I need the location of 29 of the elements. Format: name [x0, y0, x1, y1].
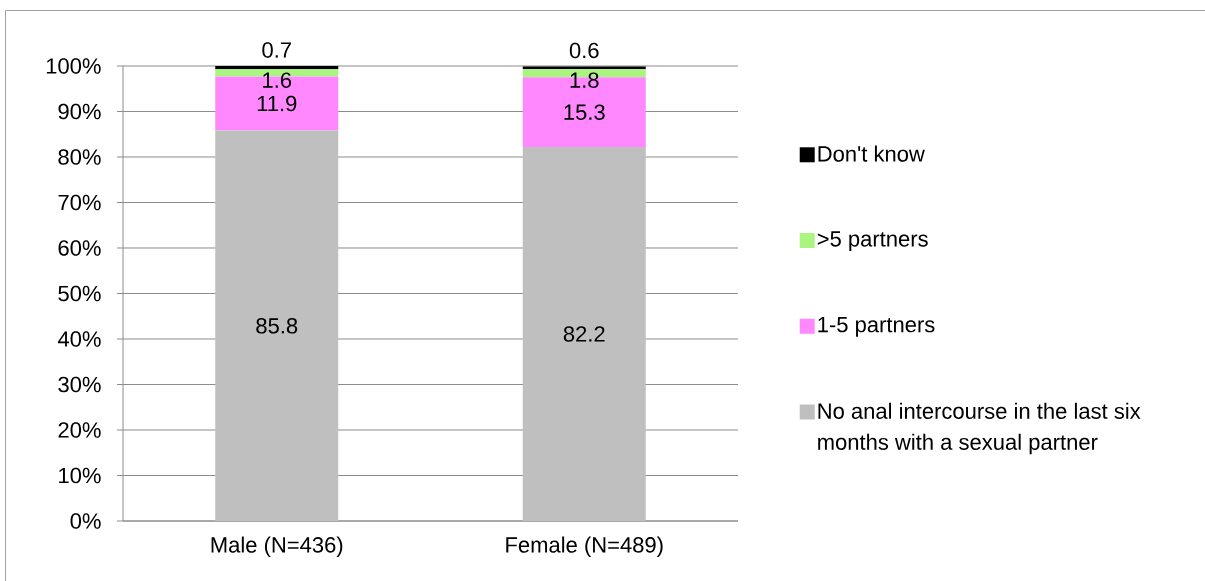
- legend-label: >5 partners: [817, 231, 928, 251]
- legend-label: 1-5 partners: [818, 317, 935, 337]
- legend-label: No anal intercourse in the last six months with a sexual partner: [818, 402, 1141, 455]
- y-tick-label: 30%: [58, 376, 101, 393]
- y-tick-label: 80%: [58, 149, 101, 165]
- bar: [215, 66, 339, 70]
- bar: [215, 130, 339, 521]
- x-tick-label: Female (N=489): [506, 536, 663, 558]
- data-label: 82.2: [563, 326, 605, 342]
- data-label: 1.6: [263, 72, 292, 88]
- y-tick-label: 90%: [58, 103, 101, 120]
- data-label: 0.7: [262, 42, 291, 58]
- data-label: 1.8: [570, 72, 599, 88]
- y-tick-label: 60%: [58, 240, 101, 256]
- bar: [522, 146, 646, 521]
- legend-label: Don't know: [818, 145, 925, 162]
- y-tick-label: 40%: [57, 331, 101, 347]
- data-label: 11.9: [257, 95, 297, 112]
- data-label: 85.8: [256, 318, 298, 334]
- y-tick-label: 100%: [46, 58, 101, 74]
- bar: [522, 66, 646, 70]
- y-tick-label: 70%: [58, 194, 101, 211]
- data-label: 0.6: [569, 42, 599, 59]
- x-tick-label: Male (N=436): [211, 536, 343, 558]
- y-tick-label: 20%: [58, 422, 101, 438]
- y-tick-label: 50%: [58, 285, 101, 302]
- y-tick-label: 0%: [70, 513, 101, 529]
- y-tick-label: 10%: [59, 467, 101, 484]
- data-label: 15.3: [564, 104, 605, 120]
